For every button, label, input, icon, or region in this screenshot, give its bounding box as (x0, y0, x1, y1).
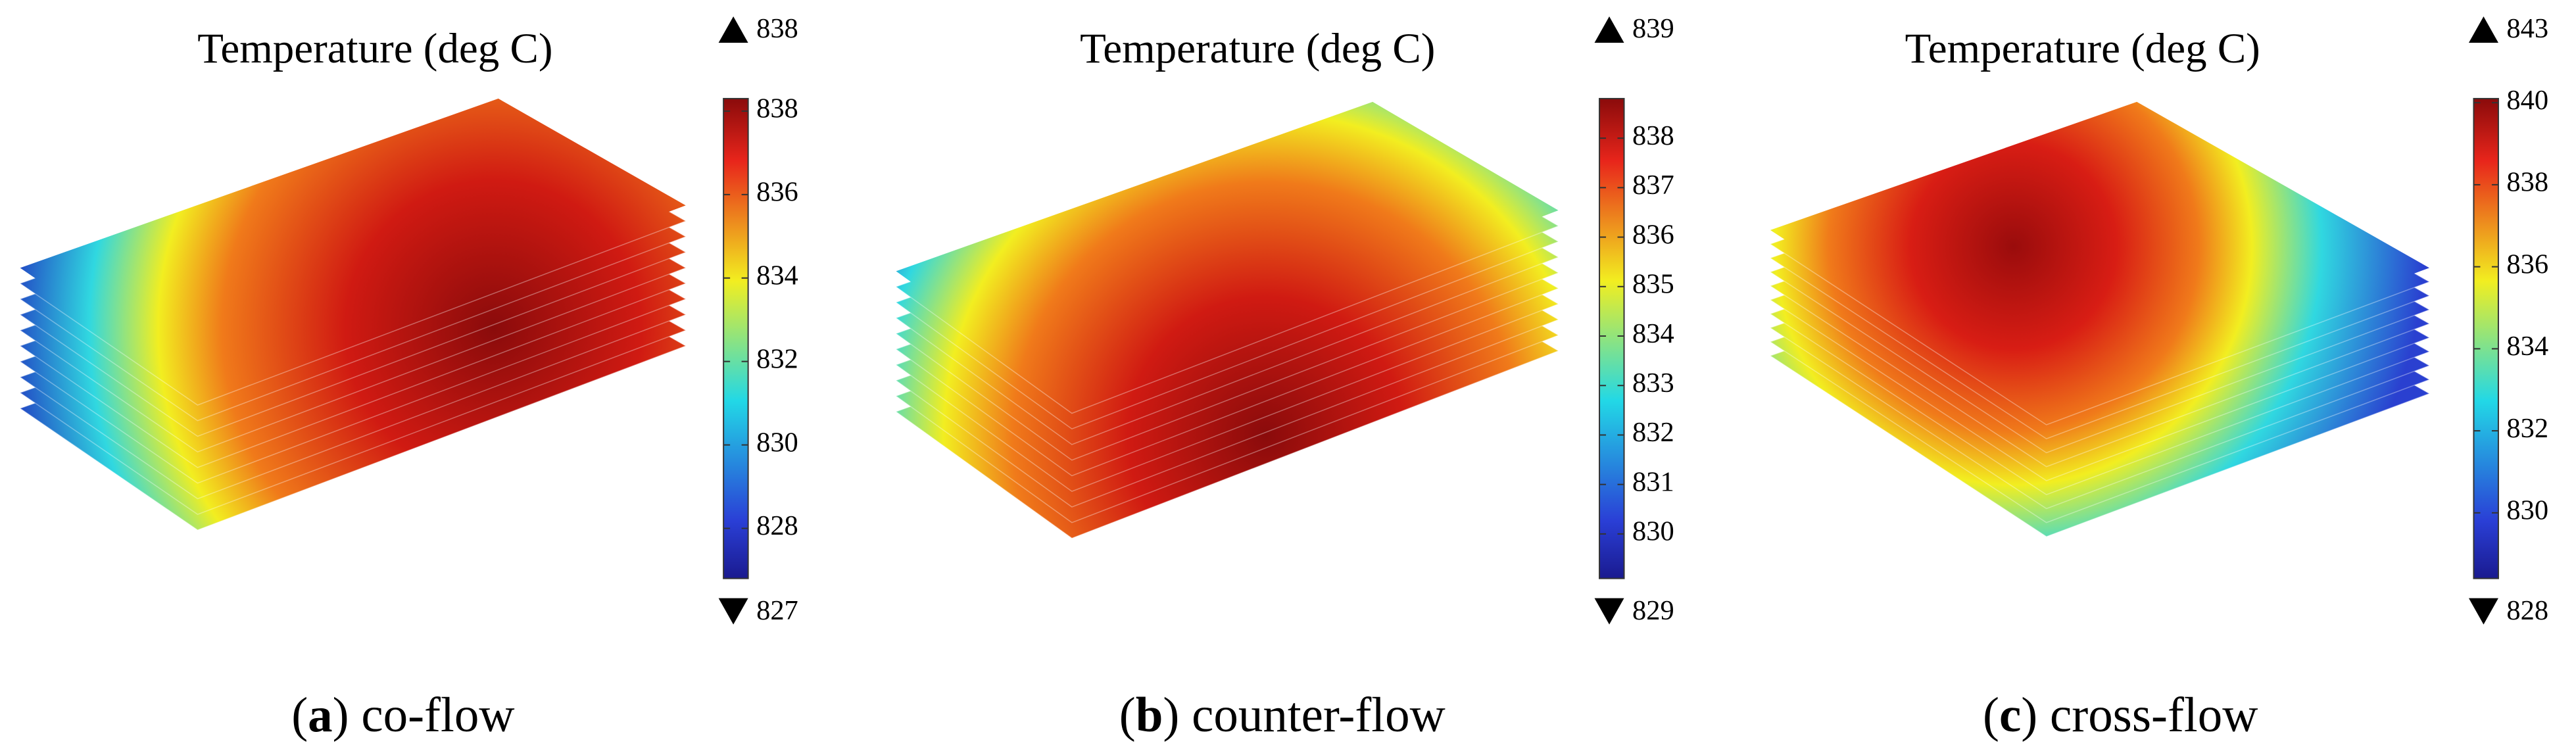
colorbar-tick-label: 828 (756, 510, 798, 541)
colorbar-tick-label: 832 (756, 343, 798, 374)
plate-layer (896, 101, 1559, 398)
colorbar-tick-label: 832 (2506, 413, 2548, 444)
panel-title: Temperature (deg C) (1080, 25, 1435, 72)
colorbar-tick-label: 838 (1632, 120, 1674, 151)
caption: (a) co-flow (291, 688, 514, 742)
plate-layer (20, 98, 686, 390)
caption-part: ) counter-flow (1163, 688, 1445, 742)
colorbar-tick-label: 836 (756, 177, 798, 208)
colorbar-tick-label: 830 (2506, 495, 2548, 526)
colorbar-tick-label: 838 (756, 93, 798, 124)
caption-part: c (1999, 688, 2021, 742)
min-label: 829 (1632, 595, 1674, 626)
min-marker (1594, 598, 1624, 625)
colorbar-tick-label: 837 (1632, 170, 1674, 201)
colorbar (2473, 97, 2499, 579)
caption-part: b (1136, 688, 1163, 742)
max-marker (2468, 16, 2498, 43)
caption: (b) counter-flow (1119, 688, 1446, 742)
panel: Temperature (deg C) 830 832 834 836 838 840 843… (1769, 13, 2548, 742)
caption-part: ( (291, 688, 308, 742)
min-marker (718, 598, 748, 625)
colorbar-tick-label: 835 (1632, 269, 1674, 300)
colorbar-tick-label: 830 (756, 427, 798, 458)
panel: Temperature (deg C) 830 831 832 833 834 835 836… (894, 13, 1674, 742)
colorbar-tick-label: 834 (1632, 318, 1674, 349)
max-label: 843 (2506, 13, 2548, 44)
caption: (c) cross-flow (1983, 688, 2258, 742)
caption-part: ) co-flow (333, 688, 515, 742)
colorbar-tick-label: 831 (1632, 466, 1674, 497)
colorbar (723, 97, 749, 579)
colorbar-tick-label: 836 (2506, 249, 2548, 279)
colorbar (1599, 97, 1625, 579)
min-label: 828 (2506, 595, 2548, 626)
caption-part: a (308, 688, 332, 742)
max-marker (1594, 16, 1624, 43)
panel-title: Temperature (deg C) (197, 25, 552, 72)
max-label: 838 (756, 13, 798, 44)
panel-title: Temperature (deg C) (1905, 25, 2260, 72)
colorbar-tick-label: 833 (1632, 368, 1674, 399)
caption-part: ( (1119, 688, 1136, 742)
min-marker (2468, 598, 2498, 625)
colorbar-tick-label: 834 (756, 260, 798, 291)
colorbar-tick-label: 836 (1632, 219, 1674, 250)
max-marker (718, 16, 748, 43)
caption-part: ( (1983, 688, 1999, 742)
max-label: 839 (1632, 13, 1674, 44)
plate-layer (1770, 101, 2429, 411)
panel: Temperature (deg C) 828 830 832 834 836 838 838… (18, 13, 798, 742)
colorbar-tick-label: 832 (1632, 417, 1674, 448)
colorbar-tick-label: 840 (2506, 85, 2548, 116)
min-label: 827 (756, 595, 798, 626)
colorbar-tick-label: 834 (2506, 331, 2548, 362)
colorbar-tick-label: 838 (2506, 167, 2548, 198)
colorbar-tick-label: 830 (1632, 516, 1674, 547)
caption-part: ) cross-flow (2021, 688, 2258, 742)
